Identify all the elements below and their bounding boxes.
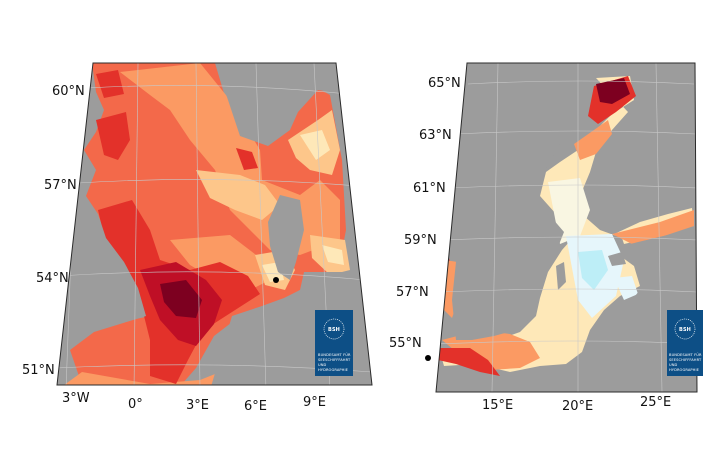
- norway: [215, 63, 345, 146]
- station-marker: [273, 277, 279, 283]
- left-lon-6e: 6°E: [244, 399, 267, 414]
- graticule: [436, 63, 697, 392]
- right-lat-63: 63°N: [419, 128, 452, 143]
- right-lat-65: 65°N: [428, 76, 461, 91]
- logo-line-3: UND: [669, 363, 678, 367]
- right-lon-15e: 15°E: [482, 398, 513, 413]
- logo-line-1: BUNDESAMT FÜR: [669, 352, 702, 357]
- left-lat-60: 60°N: [52, 84, 85, 99]
- right-lon-20e: 20°E: [562, 399, 593, 414]
- logo-line-4: HYDROGRAPHIE: [669, 368, 700, 372]
- scandinavia: [436, 63, 600, 340]
- logo-line-1: BUNDESAMT FÜR: [318, 352, 351, 357]
- bsh-logo: BSH BUNDESAMT FÜR SEESCHIFFFAHRT UND HYD…: [315, 310, 353, 376]
- sea-area: [440, 76, 694, 372]
- right-lat-61: 61°N: [413, 181, 446, 196]
- logo-line-4: HYDROGRAPHIE: [318, 368, 349, 372]
- gotland: [556, 262, 566, 290]
- right-lat-59: 59°N: [404, 233, 437, 248]
- left-lat-54: 54°N: [36, 271, 69, 286]
- sea-area: [70, 63, 346, 385]
- right-lon-25e: 25°E: [640, 395, 671, 410]
- left-lon-9e: 9°E: [303, 395, 326, 410]
- left-lon-0: 0°: [128, 397, 143, 412]
- north-sea-map: BSH BUNDESAMT FÜR SEESCHIFFFAHRT UND HYD…: [22, 62, 373, 414]
- left-lat-57: 57°N: [44, 178, 77, 193]
- map-frame: [56, 62, 373, 386]
- saaremaa: [608, 252, 626, 266]
- logo-abbr: BSH: [679, 327, 691, 333]
- jutland: [268, 195, 304, 280]
- left-lon-3e: 3°E: [186, 398, 209, 413]
- logo-line-3: UND: [318, 363, 327, 367]
- left-lat-51: 51°N: [22, 363, 55, 378]
- logo-line-2: SEESCHIFFFAHRT: [669, 358, 702, 362]
- map-frame: [435, 62, 698, 393]
- logo-line-2: SEESCHIFFFAHRT: [318, 358, 351, 362]
- bsh-logo: BSH BUNDESAMT FÜR SEESCHIFFFAHRT UND HYD…: [667, 310, 703, 376]
- station-marker: [425, 355, 431, 361]
- right-lat-57: 57°N: [396, 285, 429, 300]
- right-lat-55: 55°N: [389, 336, 422, 351]
- baltic-sea-map: BSH BUNDESAMT FÜR SEESCHIFFFAHRT UND HYD…: [389, 62, 703, 414]
- logo-abbr: BSH: [328, 327, 340, 333]
- baltic-states: [560, 228, 697, 392]
- left-lon-3w: 3°W: [62, 391, 90, 406]
